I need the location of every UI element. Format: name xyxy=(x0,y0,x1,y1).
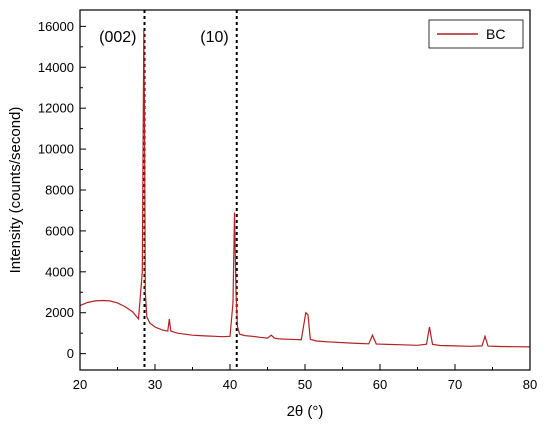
x-tick-label: 40 xyxy=(223,377,237,392)
x-tick-label: 20 xyxy=(73,377,87,392)
y-tick-label: 8000 xyxy=(45,183,74,198)
x-tick-label: 60 xyxy=(373,377,387,392)
y-tick-label: 4000 xyxy=(45,264,74,279)
y-tick-label: 16000 xyxy=(38,19,74,34)
legend: BC xyxy=(428,19,524,49)
y-axis: 0 2000 4000 6000 8000 10000 12000 14000 16000 xyxy=(38,19,86,361)
peak-label: (002) xyxy=(99,29,136,46)
series-line-bc xyxy=(79,30,531,348)
x-tick-label: 50 xyxy=(298,377,312,392)
y-tick-label: 10000 xyxy=(38,142,74,157)
y-tick-label: 6000 xyxy=(45,223,74,238)
x-tick-label: 30 xyxy=(148,377,162,392)
y-tick-label: 14000 xyxy=(38,60,74,75)
y-tick-label: 0 xyxy=(67,346,74,361)
legend-label: BC xyxy=(486,26,505,42)
x-axis: 20 30 40 50 60 70 80 xyxy=(73,364,537,392)
x-axis-title: 2θ (°) xyxy=(287,403,324,420)
x-tick-label: 70 xyxy=(448,377,462,392)
plot-area xyxy=(80,10,530,370)
y-tick-label: 2000 xyxy=(45,305,74,320)
x-tick-label: 80 xyxy=(523,377,537,392)
y-axis-title: Intensity (counts/second) xyxy=(7,107,24,274)
y-tick-label: 12000 xyxy=(38,101,74,116)
peak-label: (10) xyxy=(200,29,228,46)
